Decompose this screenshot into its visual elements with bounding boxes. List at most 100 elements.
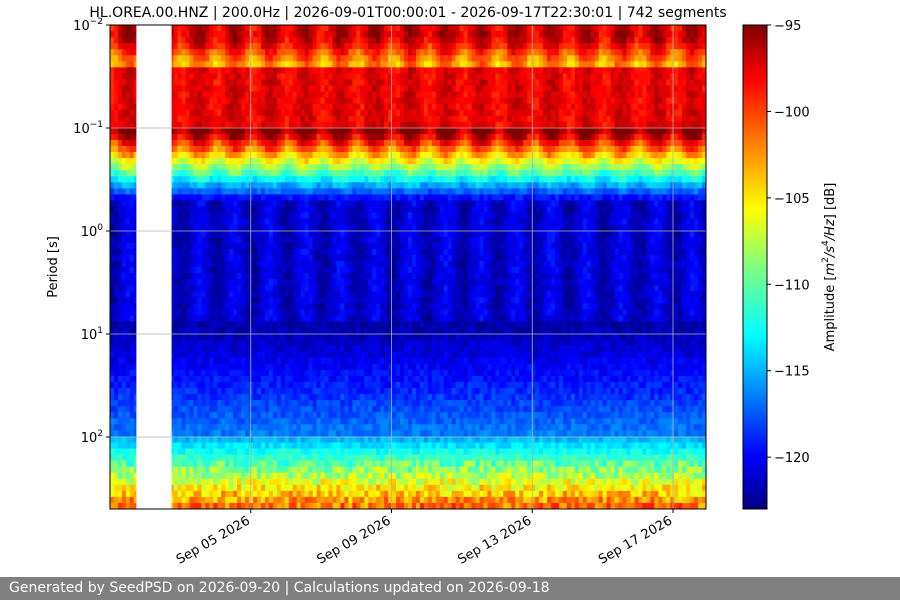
heatmap-cell bbox=[356, 230, 361, 238]
heatmap-cell bbox=[257, 103, 262, 111]
heatmap-cell bbox=[288, 267, 294, 274]
heatmap-cell bbox=[205, 212, 210, 220]
heatmap-cell bbox=[372, 230, 377, 238]
heatmap-cell bbox=[276, 315, 282, 323]
heatmap-cell bbox=[316, 369, 322, 377]
heatmap-cell bbox=[173, 454, 179, 462]
heatmap-cell bbox=[229, 115, 234, 123]
heatmap-cell bbox=[372, 303, 377, 310]
heatmap-cell bbox=[233, 206, 238, 214]
heatmap-cell bbox=[201, 182, 206, 189]
heatmap-cell bbox=[300, 37, 306, 44]
heatmap-cell bbox=[241, 442, 246, 450]
heatmap-cell bbox=[360, 242, 365, 250]
heatmap-cell bbox=[245, 91, 250, 99]
heatmap-cell bbox=[173, 127, 179, 135]
heatmap-cell bbox=[280, 146, 286, 153]
heatmap-cell bbox=[300, 400, 306, 407]
heatmap-cell bbox=[177, 25, 183, 32]
heatmap-cell bbox=[185, 357, 191, 365]
heatmap-cell bbox=[245, 49, 250, 56]
heatmap-cell bbox=[229, 79, 234, 87]
heatmap-cell bbox=[372, 339, 377, 347]
heatmap-cell bbox=[125, 363, 131, 371]
heatmap-cell bbox=[372, 55, 377, 62]
heatmap-cell bbox=[217, 254, 222, 262]
heatmap-cell bbox=[384, 25, 389, 32]
heatmap-cell bbox=[217, 327, 222, 335]
heatmap-cell bbox=[332, 381, 338, 389]
heatmap-cell bbox=[280, 254, 286, 262]
heatmap-cell bbox=[288, 37, 294, 44]
heatmap-cell bbox=[380, 454, 385, 462]
heatmap-cell bbox=[189, 484, 195, 492]
heatmap-cell bbox=[229, 109, 234, 117]
heatmap-cell bbox=[276, 248, 282, 256]
heatmap-cell bbox=[336, 194, 342, 202]
heatmap-cell bbox=[312, 121, 318, 129]
heatmap-cell bbox=[264, 194, 270, 202]
heatmap-cell bbox=[253, 206, 258, 214]
heatmap-cell bbox=[253, 369, 258, 377]
heatmap-cell bbox=[308, 484, 314, 492]
heatmap-cell bbox=[225, 388, 230, 395]
heatmap-cell bbox=[213, 146, 218, 153]
heatmap-cell bbox=[268, 327, 274, 335]
heatmap-cell bbox=[257, 406, 262, 413]
heatmap-cell bbox=[245, 279, 250, 286]
heatmap-cell bbox=[113, 200, 119, 208]
heatmap-cell bbox=[344, 406, 349, 413]
heatmap-cell bbox=[110, 31, 115, 38]
heatmap-cell bbox=[264, 472, 270, 480]
heatmap-cell bbox=[348, 73, 353, 81]
heatmap-cell bbox=[245, 121, 250, 129]
heatmap-cell bbox=[185, 297, 191, 304]
heatmap-cell bbox=[110, 297, 115, 304]
heatmap-cell bbox=[316, 260, 322, 268]
heatmap-cell bbox=[110, 224, 115, 232]
heatmap-cell bbox=[221, 357, 226, 365]
heatmap-cell bbox=[340, 442, 346, 450]
heatmap-cell bbox=[121, 170, 127, 177]
heatmap-cell bbox=[292, 418, 298, 425]
heatmap-cell bbox=[217, 152, 222, 159]
heatmap-cell bbox=[304, 182, 310, 189]
heatmap-cell bbox=[264, 236, 270, 244]
heatmap-cell bbox=[205, 218, 210, 226]
heatmap-cell bbox=[348, 460, 353, 468]
heatmap-cell bbox=[193, 109, 199, 117]
heatmap-cell bbox=[121, 321, 127, 329]
heatmap-cell bbox=[348, 224, 353, 232]
heatmap-cell bbox=[169, 97, 175, 105]
heatmap-cell bbox=[189, 291, 195, 298]
heatmap-cell bbox=[260, 79, 266, 87]
heatmap-cell bbox=[344, 97, 349, 105]
heatmap-cell bbox=[348, 260, 353, 268]
heatmap-cell bbox=[368, 206, 373, 214]
heatmap-cell bbox=[292, 43, 298, 50]
heatmap-cell bbox=[264, 273, 270, 280]
heatmap-cell bbox=[173, 400, 179, 407]
heatmap-cell bbox=[121, 381, 127, 389]
heatmap-cell bbox=[264, 369, 270, 377]
heatmap-cell bbox=[308, 67, 314, 74]
heatmap-cell bbox=[110, 248, 115, 256]
heatmap-cell bbox=[360, 73, 365, 81]
heatmap-cell bbox=[237, 436, 242, 444]
heatmap-cell bbox=[221, 85, 226, 93]
heatmap-cell bbox=[189, 424, 195, 431]
heatmap-cell bbox=[217, 139, 222, 147]
heatmap-cell bbox=[376, 436, 381, 444]
heatmap-cell bbox=[110, 79, 115, 87]
heatmap-cell bbox=[332, 230, 338, 238]
heatmap-cell bbox=[360, 424, 365, 431]
heatmap-cell bbox=[221, 375, 226, 383]
heatmap-cell bbox=[372, 146, 377, 153]
heatmap-cell bbox=[185, 369, 191, 377]
heatmap-cell bbox=[260, 267, 266, 274]
heatmap-cell bbox=[364, 139, 369, 147]
heatmap-cell bbox=[201, 339, 206, 347]
heatmap-cell bbox=[284, 430, 290, 437]
heatmap-cell bbox=[360, 212, 365, 220]
heatmap-cell bbox=[237, 260, 242, 268]
